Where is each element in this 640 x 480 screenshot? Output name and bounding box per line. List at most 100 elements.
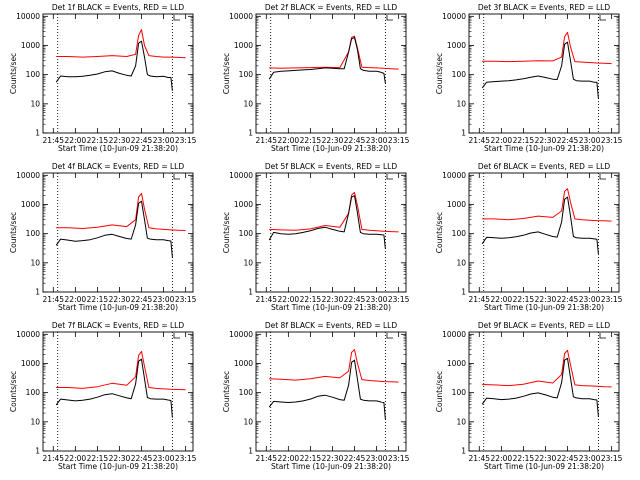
x-tick-label: 23:00	[153, 295, 175, 304]
corner-marker	[386, 174, 393, 180]
series-line	[55, 40, 173, 91]
y-tick-label: 1	[35, 129, 40, 138]
x-tick-label: 22:45	[557, 454, 579, 463]
x-axis-label: Start Time (10-Jun-09 21:38:20)	[58, 462, 178, 471]
y-tick-label: 10	[243, 99, 253, 108]
x-tick-label: 22:45	[344, 136, 366, 145]
y-tick-label: 10	[30, 417, 40, 426]
plot-frame	[468, 172, 620, 293]
x-tick-label: 22:00	[278, 454, 300, 463]
x-tick-label: 23:15	[388, 295, 410, 304]
x-tick-label: 22:15	[513, 295, 535, 304]
corner-marker	[386, 15, 393, 21]
x-tick-label: 22:45	[344, 295, 366, 304]
chart-panel: Det 4f BLACK = Events, RED = LLD 1 10 100 10…	[9, 162, 197, 312]
x-tick-label: 21:45	[255, 136, 277, 145]
x-tick-label: 21:45	[42, 295, 64, 304]
x-tick-label: 23:15	[601, 295, 623, 304]
series-line	[481, 357, 599, 417]
x-tick-label: 23:15	[388, 136, 410, 145]
y-tick-label: 10000	[442, 12, 466, 21]
y-tick-label: 100	[239, 388, 254, 397]
chart-panel: Det 8f BLACK = Events, RED = LLD 1 10 100 10…	[222, 321, 410, 471]
plot-frame	[255, 13, 407, 134]
x-tick-label: 23:15	[175, 454, 197, 463]
y-tick-label: 100	[26, 388, 41, 397]
y-tick-label: 1000	[21, 41, 40, 50]
x-tick-label: 22:15	[300, 295, 322, 304]
x-tick-label: 21:45	[468, 454, 490, 463]
series-line	[268, 36, 386, 84]
series-line	[55, 200, 173, 258]
y-tick-label: 10000	[229, 171, 253, 180]
series-line	[482, 349, 612, 388]
series-line	[482, 188, 612, 222]
x-axis-label: Start Time (10-Jun-09 21:38:20)	[58, 144, 178, 153]
y-tick-label: 1000	[447, 41, 466, 50]
x-tick-label: 22:15	[300, 136, 322, 145]
series-line	[56, 29, 186, 59]
y-tick-label: 1000	[234, 41, 253, 50]
x-tick-label: 22:15	[87, 136, 109, 145]
x-tick-label: 21:45	[255, 295, 277, 304]
x-tick-label: 22:30	[109, 454, 131, 463]
chart-title: Det 3f BLACK = Events, RED = LLD	[478, 3, 611, 12]
y-tick-label: 100	[26, 229, 41, 238]
y-tick-label: 1000	[447, 200, 466, 209]
x-tick-label: 21:45	[468, 295, 490, 304]
series-line	[269, 349, 399, 383]
chart-panel: Det 5f BLACK = Events, RED = LLD 1 10 100 10…	[222, 162, 410, 312]
chart-title: Det 4f BLACK = Events, RED = LLD	[52, 162, 185, 171]
chart-panel: Det 9f BLACK = Events, RED = LLD 1 10 100 10…	[435, 321, 623, 471]
plot-frame	[255, 172, 407, 293]
x-tick-label: 22:00	[491, 136, 513, 145]
series-line	[268, 195, 386, 249]
x-tick-label: 23:00	[366, 136, 388, 145]
x-tick-label: 22:45	[344, 454, 366, 463]
x-tick-label: 22:45	[131, 454, 153, 463]
y-tick-label: 1	[461, 288, 466, 297]
y-tick-label: 100	[452, 229, 467, 238]
y-tick-label: 1	[461, 447, 466, 456]
plot-frame	[42, 331, 194, 452]
y-tick-label: 1000	[447, 359, 466, 368]
x-tick-label: 22:30	[535, 295, 557, 304]
chart-panel: Det 3f BLACK = Events, RED = LLD 1 10 100 10…	[435, 3, 623, 153]
x-tick-label: 23:00	[366, 454, 388, 463]
x-axis-label: Start Time (10-Jun-09 21:38:20)	[271, 462, 391, 471]
y-tick-label: 100	[239, 70, 254, 79]
x-tick-label: 22:00	[65, 136, 87, 145]
x-tick-label: 22:30	[109, 136, 131, 145]
y-axis-label: Counts/sec	[222, 53, 231, 94]
y-tick-label: 1000	[234, 359, 253, 368]
x-tick-label: 22:30	[535, 454, 557, 463]
plot-frame	[255, 331, 407, 452]
chart-title: Det 8f BLACK = Events, RED = LLD	[265, 321, 398, 330]
series-line	[56, 350, 186, 391]
y-tick-label: 1	[35, 288, 40, 297]
x-tick-label: 22:15	[300, 454, 322, 463]
series-line	[268, 359, 386, 420]
y-tick-label: 10	[243, 417, 253, 426]
y-tick-label: 10	[456, 99, 466, 108]
y-tick-label: 1	[35, 447, 40, 456]
y-tick-label: 1	[248, 447, 253, 456]
x-axis-label: Start Time (10-Jun-09 21:38:20)	[484, 144, 604, 153]
x-tick-label: 22:00	[278, 295, 300, 304]
x-tick-label: 23:00	[579, 136, 601, 145]
x-tick-label: 22:30	[322, 454, 344, 463]
y-tick-label: 100	[452, 388, 467, 397]
x-tick-label: 23:15	[175, 295, 197, 304]
x-axis-label: Start Time (10-Jun-09 21:38:20)	[271, 144, 391, 153]
y-axis-label: Counts/sec	[222, 212, 231, 253]
corner-marker	[173, 333, 180, 339]
series-line	[56, 192, 186, 231]
x-tick-label: 23:15	[175, 136, 197, 145]
y-axis-label: Counts/sec	[9, 212, 18, 253]
corner-marker	[599, 15, 606, 21]
y-tick-label: 10000	[442, 330, 466, 339]
y-tick-label: 1000	[21, 200, 40, 209]
y-axis-label: Counts/sec	[222, 371, 231, 412]
y-tick-label: 1000	[234, 200, 253, 209]
